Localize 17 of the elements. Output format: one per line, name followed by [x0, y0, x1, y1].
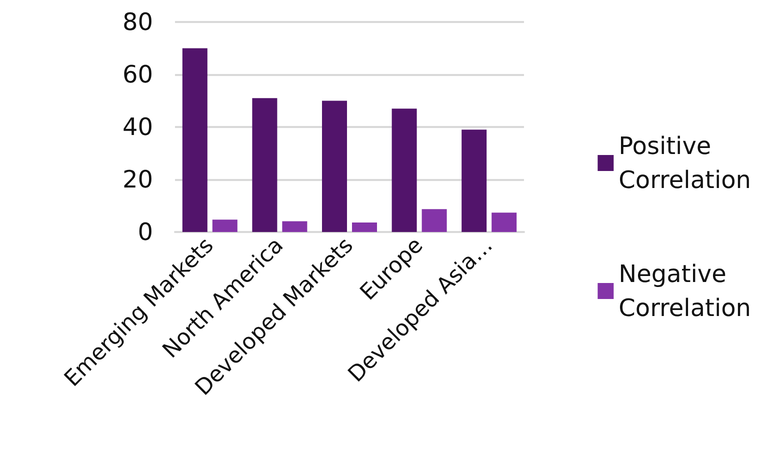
bar — [182, 48, 208, 232]
y-tick-label: 40 — [122, 113, 153, 141]
bar — [422, 209, 447, 232]
y-tick-label: 20 — [122, 166, 153, 194]
bar — [322, 100, 347, 232]
legend-label: Negative Correlation — [618, 260, 752, 322]
y-tick-label: 0 — [138, 218, 153, 246]
bar — [212, 220, 238, 232]
bar — [392, 108, 417, 232]
bar — [282, 221, 308, 232]
y-tick-label: 60 — [122, 60, 153, 88]
legend-label: Positive Correlation — [618, 132, 752, 194]
bar — [252, 98, 278, 232]
y-tick-label: 80 — [122, 8, 153, 36]
bar — [352, 222, 377, 232]
bar — [462, 130, 487, 232]
bar — [492, 212, 517, 232]
